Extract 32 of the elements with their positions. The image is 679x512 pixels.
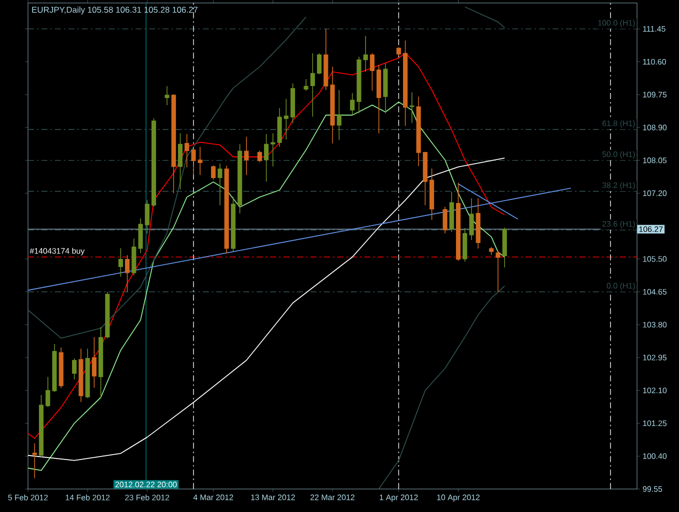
candlestick [270,132,276,167]
chart-title: EURJPY,Daily 105.58 106.31 105.28 106.27 [32,6,198,14]
candlestick [316,52,322,75]
candlestick [164,86,170,106]
candlestick [284,98,288,140]
candlestick [442,206,448,234]
candlestick [92,336,96,388]
candlestick [118,248,123,278]
candlestick [469,198,474,240]
candlestick [218,163,222,206]
line-series [28,102,506,471]
candlestick [198,146,202,176]
candlestick [264,134,269,182]
candlestick [125,254,130,292]
candlestick [410,92,414,124]
candlestick [244,136,249,176]
candlestick [363,35,368,72]
candlestick [144,200,150,234]
candlestick [32,442,37,479]
candlestick [336,90,342,140]
candlestick [184,134,190,168]
candlestick [46,376,50,408]
candlestick [310,52,315,118]
candlestick [257,150,262,163]
candlestick [370,52,375,92]
candlestick [191,148,196,176]
candlestick [496,250,500,292]
candlestick [304,78,308,92]
candlestick [72,358,77,380]
candlestick [350,92,355,116]
candlestick [178,132,183,190]
candlestick [211,164,216,180]
